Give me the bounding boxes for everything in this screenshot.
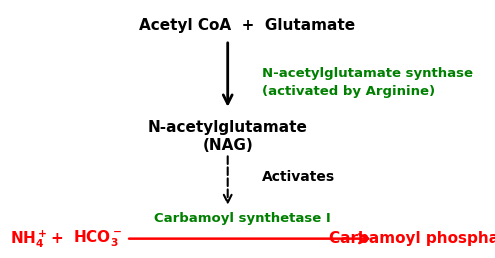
Text: N-acetylglutamate: N-acetylglutamate: [148, 120, 307, 135]
Text: Carbamoyl synthetase I: Carbamoyl synthetase I: [154, 212, 331, 224]
Text: Carbamoyl phosphate: Carbamoyl phosphate: [329, 231, 495, 246]
Text: N-acetylglutamate synthase: N-acetylglutamate synthase: [262, 67, 473, 80]
Text: (NAG): (NAG): [202, 138, 253, 153]
Text: (activated by Arginine): (activated by Arginine): [262, 85, 436, 98]
Text: Activates: Activates: [262, 170, 336, 184]
Text: $\mathbf{+}$: $\mathbf{+}$: [50, 231, 63, 246]
Text: $\mathbf{HCO_3^-}$: $\mathbf{HCO_3^-}$: [73, 228, 122, 249]
Text: $\mathbf{NH_4^+}$: $\mathbf{NH_4^+}$: [10, 228, 48, 249]
Text: Acetyl CoA  +  Glutamate: Acetyl CoA + Glutamate: [140, 18, 355, 33]
